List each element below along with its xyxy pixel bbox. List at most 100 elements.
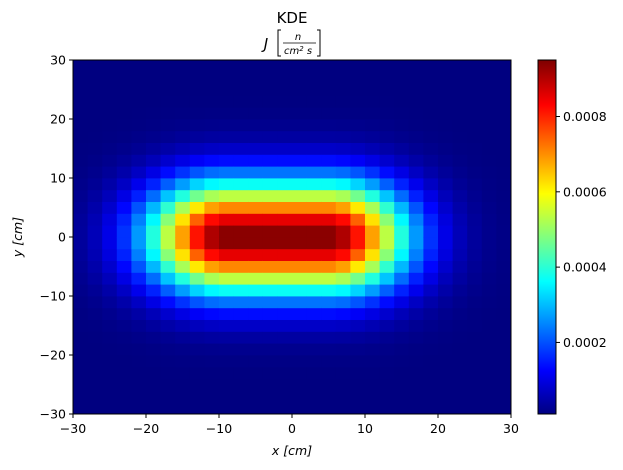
heatmap-cell (394, 130, 410, 143)
heatmap-cell (481, 83, 497, 96)
heatmap-cell (438, 319, 453, 332)
colorbar-step (538, 334, 556, 337)
colorbar-tick-label: 0.0006 (563, 184, 607, 199)
heatmap-cell (321, 248, 337, 261)
colorbar-step (538, 112, 556, 115)
heatmap-cell (306, 178, 322, 191)
heatmap-cell (379, 343, 395, 356)
heatmap-cell (160, 343, 176, 356)
heatmap-cell (379, 402, 395, 415)
colorbar-step (538, 314, 556, 317)
heatmap-cell (408, 154, 424, 167)
heatmap-cell (189, 272, 205, 285)
heatmap-cell (73, 130, 88, 143)
heatmap-cell (481, 272, 497, 285)
heatmap-cell (394, 201, 410, 214)
colorbar-step (538, 164, 556, 167)
heatmap-cell (452, 189, 468, 202)
heatmap-cell (335, 237, 351, 250)
heatmap-cell (189, 248, 205, 261)
colorbar-step (538, 228, 556, 231)
heatmap-cell (189, 296, 205, 309)
colorbar-step (538, 252, 556, 255)
x-axis-label: x [cm] (271, 443, 312, 458)
heatmap-cell (481, 201, 497, 214)
heatmap-cell (496, 60, 512, 73)
heatmap-cell (204, 355, 220, 368)
heatmap-cell (262, 390, 278, 403)
heatmap-cell (219, 390, 234, 403)
heatmap-cell (379, 166, 395, 179)
heatmap-cell (233, 130, 249, 143)
colorbar-step (538, 302, 556, 305)
heatmap-cell (423, 71, 439, 84)
heatmap-cell (350, 366, 366, 379)
heatmap-cell (102, 260, 118, 273)
heatmap-cell (350, 237, 366, 250)
heatmap-cell (350, 272, 366, 285)
heatmap-cell (438, 237, 453, 250)
colorbar-step (538, 310, 556, 313)
heatmap-cell (277, 272, 293, 285)
heatmap-cell (248, 225, 264, 238)
heatmap-cell (496, 189, 512, 202)
heatmap-cell (423, 307, 439, 320)
heatmap-cell (408, 296, 424, 309)
heatmap-cell (481, 366, 497, 379)
heatmap-cells (73, 60, 512, 415)
heatmap-cell (350, 60, 366, 73)
heatmap-cell (175, 178, 191, 191)
heatmap-cell (189, 119, 205, 132)
heatmap-cell (116, 331, 132, 344)
colorbar-step (538, 242, 556, 245)
heatmap-cell (248, 378, 264, 391)
heatmap-cell (204, 260, 220, 273)
colorbar-step (538, 148, 556, 151)
y-tick-label: 30 (50, 53, 66, 68)
heatmap-cell (321, 142, 337, 155)
heatmap-cell (160, 402, 176, 415)
colorbar-step (538, 364, 556, 367)
heatmap-cell (452, 260, 468, 273)
heatmap-cell (350, 378, 366, 391)
heatmap-cell (87, 107, 103, 120)
heatmap-cell (452, 119, 468, 132)
heatmap-cell (335, 296, 351, 309)
heatmap-cell (335, 402, 351, 415)
heatmap-cell (262, 248, 278, 261)
heatmap-cell (452, 178, 468, 191)
heatmap-cell (116, 225, 132, 238)
heatmap-cell (321, 201, 337, 214)
heatmap-cell (306, 189, 322, 202)
heatmap-cell (467, 166, 483, 179)
heatmap-cell (394, 119, 410, 132)
heatmap-cell (204, 95, 220, 108)
subtitle-symbol: J (261, 35, 268, 53)
heatmap-cell (175, 343, 191, 356)
x-tick-label: −30 (60, 421, 86, 436)
colorbar-step (538, 62, 556, 65)
heatmap-cell (160, 378, 176, 391)
heatmap-cell (262, 331, 278, 344)
colorbar-step (538, 214, 556, 217)
heatmap-cell (131, 142, 147, 155)
heatmap-cell (73, 107, 88, 120)
heatmap-cell (306, 130, 322, 143)
heatmap-cell (204, 178, 220, 191)
colorbar-step (538, 194, 556, 197)
heatmap-cell (233, 366, 249, 379)
heatmap-cell (102, 378, 118, 391)
colorbar-step (538, 318, 556, 321)
subtitle-left-bracket (277, 29, 281, 57)
heatmap-cell (321, 284, 337, 297)
colorbar-step (538, 354, 556, 357)
heatmap-cell (467, 119, 483, 132)
y-tick-label: 20 (50, 112, 66, 127)
colorbar-step (538, 380, 556, 383)
heatmap-cell (204, 331, 220, 344)
heatmap-cell (321, 331, 337, 344)
heatmap-cell (146, 83, 161, 96)
heatmap-cell (438, 260, 453, 273)
heatmap-cell (438, 119, 453, 132)
heatmap-cell (365, 201, 380, 214)
